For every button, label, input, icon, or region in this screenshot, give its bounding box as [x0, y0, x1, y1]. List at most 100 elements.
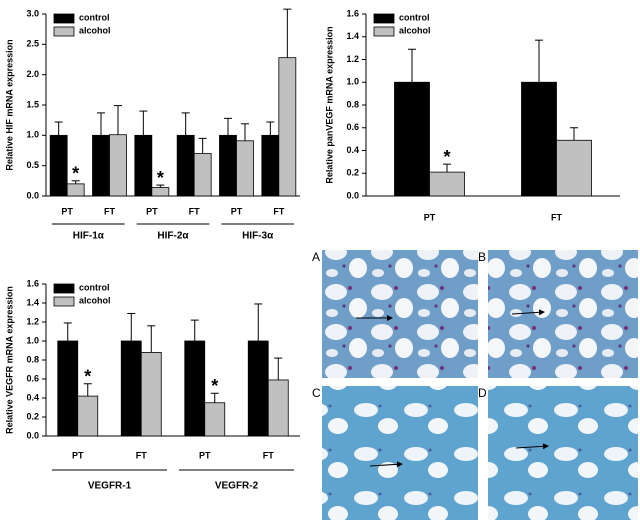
significance-marker: *: [157, 168, 164, 188]
error-bar: [127, 312, 136, 341]
error-bar: [283, 8, 292, 58]
y-tick-label: 0.4: [346, 145, 359, 155]
group-label: HIF-3α: [242, 231, 274, 242]
group-label: HIF-1α: [73, 231, 105, 242]
legend-label: control: [399, 12, 430, 22]
error-bar: [570, 127, 578, 141]
error-bar: [408, 48, 416, 83]
bar: [236, 140, 254, 197]
error-bar: [443, 163, 451, 173]
x-tick-label: FT: [104, 206, 115, 216]
micrograph: [322, 386, 478, 520]
y-tick-label: 1.0: [346, 77, 359, 87]
y-tick-label: 0.4: [26, 392, 39, 402]
x-tick-label: PT: [146, 206, 158, 216]
bar: [92, 134, 110, 197]
x-tick-label: FT: [551, 212, 562, 222]
bar: [109, 134, 127, 197]
bar: [267, 379, 289, 437]
error-bar: [535, 39, 543, 83]
error-bar: [190, 319, 199, 341]
bar: [49, 134, 68, 197]
micrograph: [488, 386, 638, 520]
x-tick-label: PT: [199, 450, 211, 460]
bar: [556, 139, 592, 197]
x-tick-label: FT: [136, 450, 147, 460]
micrograph: [488, 250, 638, 378]
legend-swatch: [373, 13, 395, 24]
bar: [176, 134, 195, 197]
arrow: [369, 461, 403, 468]
bar: [120, 340, 142, 437]
x-tick-label: PT: [61, 206, 73, 216]
y-tick-label: 0.2: [26, 411, 39, 421]
legend-label: alcohol: [79, 295, 111, 305]
error-bar: [147, 325, 156, 353]
significance-marker: *: [211, 376, 218, 396]
bar: [219, 134, 237, 197]
bar: [193, 153, 212, 197]
error-bar: [181, 112, 190, 136]
bar: [394, 81, 430, 197]
significance-marker: *: [443, 147, 450, 167]
bar: [278, 57, 297, 197]
y-tick-label: 1.2: [26, 316, 39, 326]
error-bar: [139, 110, 148, 136]
x-tick-label: FT: [263, 450, 274, 460]
y-tick-label: 1.0: [26, 335, 39, 345]
y-tick-label: 0.2: [346, 168, 359, 178]
arrow: [515, 443, 549, 450]
error-bar: [156, 184, 165, 188]
error-bar: [114, 105, 122, 135]
legend-label: alcohol: [399, 25, 431, 35]
bar: [134, 134, 153, 197]
y-tick-label: 2.5: [26, 39, 39, 49]
y-tick-label: 1.2: [346, 54, 359, 64]
error-bar: [274, 357, 283, 380]
error-bar: [241, 123, 249, 141]
error-bar: [83, 383, 92, 397]
y-tick-label: 3.0: [26, 8, 39, 18]
micrographs: A B C D: [312, 250, 638, 520]
error-bar: [210, 392, 219, 403]
y-axis-label: Relative panVEGF mRNA expression: [324, 26, 334, 183]
bar: [204, 402, 226, 437]
y-tick-label: 0.0: [26, 430, 39, 440]
error-bar: [71, 180, 80, 184]
bar: [429, 171, 465, 197]
panel-label: C: [312, 386, 321, 400]
x-tick-label: PT: [424, 212, 436, 222]
legend-label: control: [79, 282, 110, 292]
x-tick-label: PT: [231, 206, 243, 216]
panel-label: B: [478, 250, 486, 264]
bar: [247, 340, 269, 437]
legend-swatch: [53, 26, 75, 37]
y-axis-label: Relative HIF mRNA expression: [4, 39, 14, 170]
y-tick-label: 1.4: [346, 31, 359, 41]
bar: [261, 134, 280, 197]
arrow: [511, 309, 545, 316]
y-axis-label: Relative VEGFR mRNA expression: [4, 286, 14, 434]
significance-marker: *: [84, 367, 91, 387]
y-tick-label: 0.0: [346, 190, 359, 200]
y-tick-label: 0.0: [26, 190, 39, 200]
y-tick-label: 0.5: [26, 160, 39, 170]
y-tick-label: 0.6: [346, 122, 359, 132]
group-label: HIF-2α: [157, 231, 189, 242]
group-label: VEGFR-1: [88, 481, 132, 492]
y-tick-label: 1.5: [26, 99, 39, 109]
error-bar: [198, 137, 207, 154]
bar: [151, 187, 170, 197]
y-tick-label: 0.8: [346, 99, 359, 109]
bar: [521, 81, 557, 197]
panel-label: D: [478, 386, 487, 400]
y-tick-label: 1.6: [26, 278, 39, 288]
micrograph: [322, 250, 478, 378]
y-tick-label: 1.6: [346, 8, 359, 18]
error-bar: [54, 121, 63, 136]
panel-label: A: [312, 250, 320, 264]
x-tick-label: FT: [273, 206, 284, 216]
x-tick-label: FT: [189, 206, 200, 216]
y-tick-label: 1.4: [26, 297, 39, 307]
legend-label: control: [79, 12, 110, 22]
